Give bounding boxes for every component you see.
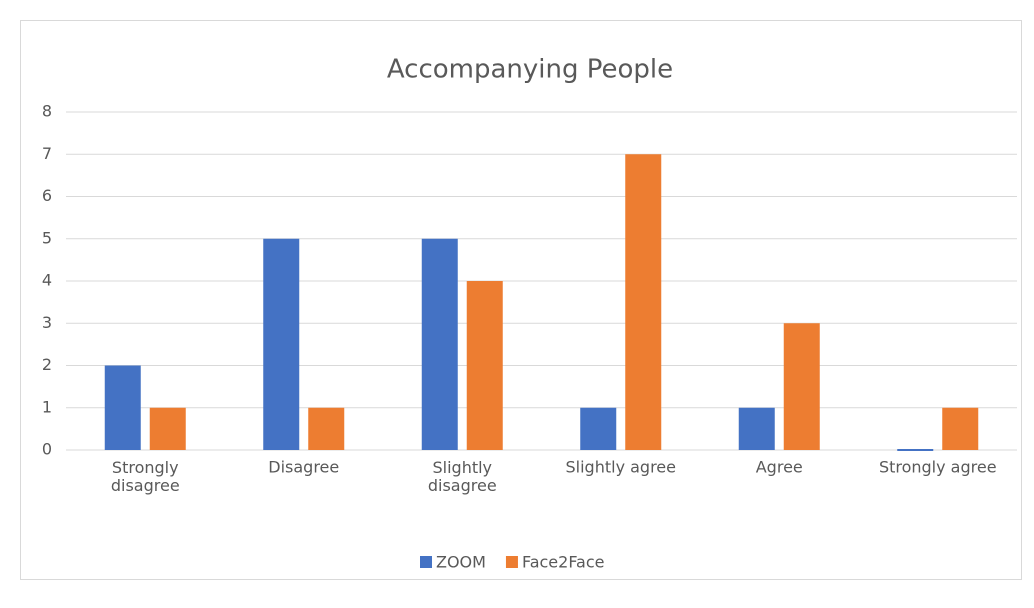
legend-swatch: [505, 556, 518, 568]
legend-label: ZOOM: [436, 553, 486, 572]
bar: [738, 407, 775, 450]
x-tick-label: Disagree: [268, 458, 339, 477]
y-tick-label: 0: [42, 440, 52, 459]
x-tick-label: Slightly disagree: [428, 458, 497, 495]
bar: [580, 407, 617, 450]
bar: [942, 407, 979, 450]
y-tick-label: 5: [42, 228, 52, 247]
x-tick-label: Slightly agree: [566, 458, 677, 477]
y-tick-label: 1: [42, 397, 52, 416]
chart-title: Accompanying People: [387, 55, 673, 85]
bar: [421, 238, 458, 450]
legend-swatch: [420, 556, 432, 568]
bar: [466, 281, 503, 450]
bar: [625, 154, 662, 450]
bar: [897, 449, 934, 451]
bar: [263, 238, 300, 450]
y-tick-label: 3: [42, 313, 52, 332]
bar: [149, 407, 186, 450]
y-tick-label: 2: [42, 355, 52, 374]
x-tick-label: Agree: [756, 458, 803, 477]
y-tick-label: 6: [42, 186, 52, 205]
bar: [308, 407, 345, 450]
bar: [104, 365, 141, 450]
legend-label: Face2Face: [522, 553, 605, 572]
y-tick-label: 4: [42, 271, 52, 290]
y-tick-label: 7: [42, 144, 52, 163]
y-tick-label: 8: [42, 102, 52, 121]
bar: [783, 323, 820, 450]
x-tick-label: Strongly disagree: [111, 458, 180, 495]
chart-frame: [20, 20, 1022, 580]
x-tick-label: Strongly agree: [879, 458, 997, 477]
